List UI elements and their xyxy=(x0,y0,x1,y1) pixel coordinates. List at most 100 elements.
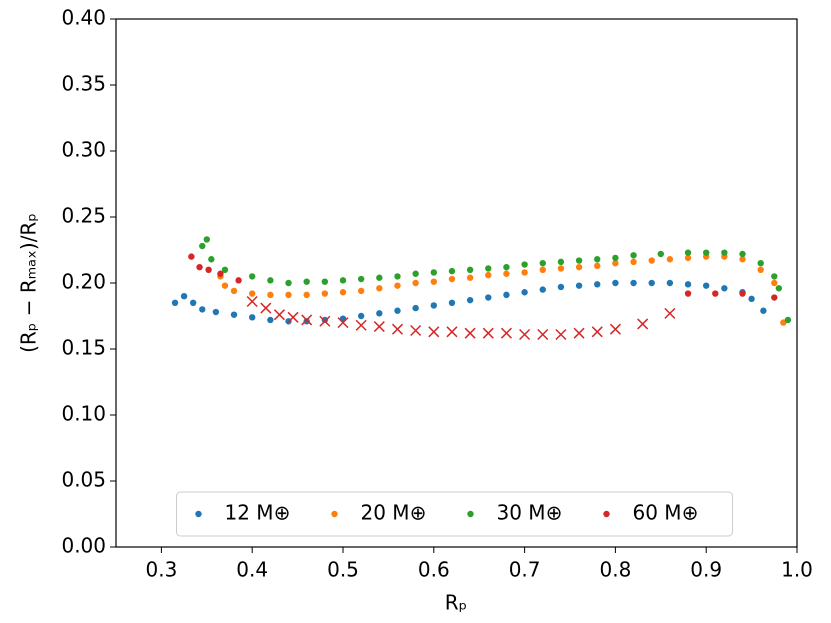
point xyxy=(235,277,242,284)
point xyxy=(430,269,437,276)
point xyxy=(301,314,313,326)
point xyxy=(273,309,285,321)
point xyxy=(357,287,365,295)
point xyxy=(482,327,494,339)
point xyxy=(630,252,637,259)
point xyxy=(537,328,549,341)
point xyxy=(199,242,206,250)
x-tick-label: 0.3 xyxy=(145,558,177,582)
point xyxy=(376,310,383,317)
point xyxy=(357,312,365,320)
point xyxy=(189,299,197,306)
point xyxy=(784,316,792,324)
point xyxy=(205,266,212,273)
point xyxy=(637,318,649,330)
point xyxy=(757,260,764,267)
point xyxy=(575,263,583,271)
point xyxy=(355,319,367,331)
point xyxy=(212,308,220,316)
point xyxy=(612,279,619,287)
x-tick-label: 1.0 xyxy=(781,558,813,582)
point xyxy=(448,275,456,283)
point xyxy=(412,304,419,312)
point xyxy=(557,283,565,291)
point xyxy=(267,316,274,324)
point xyxy=(539,286,546,293)
point xyxy=(466,274,474,281)
point xyxy=(339,289,347,296)
point xyxy=(410,324,422,337)
point xyxy=(466,296,474,304)
point xyxy=(285,291,292,299)
x-tick-label: 0.7 xyxy=(509,558,541,582)
point xyxy=(573,327,585,339)
y-tick-label: 0.15 xyxy=(61,336,106,360)
point xyxy=(712,290,719,297)
point xyxy=(246,295,258,308)
point xyxy=(249,273,256,280)
x-tick-label: 0.4 xyxy=(236,558,268,582)
point xyxy=(591,326,603,338)
point xyxy=(196,263,203,271)
point xyxy=(260,302,272,314)
point xyxy=(594,281,601,288)
y-tick-label: 0.05 xyxy=(61,468,106,492)
y-tick-label: 0.40 xyxy=(61,6,106,30)
point xyxy=(180,293,188,300)
point xyxy=(557,265,565,272)
point xyxy=(739,290,746,297)
point xyxy=(303,278,310,285)
x-tick-label: 0.8 xyxy=(599,558,631,582)
point xyxy=(208,256,215,263)
point xyxy=(394,282,401,289)
point xyxy=(612,260,619,267)
point xyxy=(221,266,229,273)
point xyxy=(703,249,710,256)
point xyxy=(249,290,256,297)
point xyxy=(428,326,440,338)
y-tick-label: 0.35 xyxy=(61,72,106,96)
point xyxy=(519,328,531,341)
point xyxy=(267,291,274,299)
point xyxy=(521,261,528,268)
legend-label: 20 M⊕ xyxy=(361,501,427,525)
point xyxy=(500,327,512,339)
point xyxy=(721,285,728,292)
point xyxy=(337,317,349,329)
point xyxy=(748,295,755,303)
point xyxy=(555,328,567,341)
y-tick-label: 0.20 xyxy=(61,270,106,294)
point xyxy=(739,256,746,263)
point xyxy=(303,291,310,299)
legend-label: 30 M⊕ xyxy=(497,501,563,525)
point xyxy=(503,270,510,277)
point xyxy=(394,273,401,280)
point xyxy=(199,306,206,313)
point xyxy=(664,307,676,319)
point xyxy=(648,279,655,287)
point xyxy=(357,275,365,283)
legend-label: 60 M⊕ xyxy=(633,501,699,525)
point xyxy=(376,285,383,292)
point xyxy=(521,289,528,296)
point xyxy=(684,254,692,262)
point xyxy=(771,279,778,287)
point xyxy=(575,257,583,264)
point xyxy=(771,273,778,280)
point xyxy=(267,277,274,284)
point xyxy=(721,249,728,256)
point xyxy=(739,250,746,258)
legend-marker xyxy=(603,510,610,518)
x-tick-label: 0.6 xyxy=(418,558,450,582)
point xyxy=(485,294,492,301)
point xyxy=(557,258,565,266)
point xyxy=(221,282,229,289)
point xyxy=(217,270,224,277)
point xyxy=(287,311,299,323)
point xyxy=(648,257,655,264)
point xyxy=(630,279,637,287)
legend-marker xyxy=(195,510,202,518)
legend-marker xyxy=(467,510,474,518)
point xyxy=(230,287,238,295)
